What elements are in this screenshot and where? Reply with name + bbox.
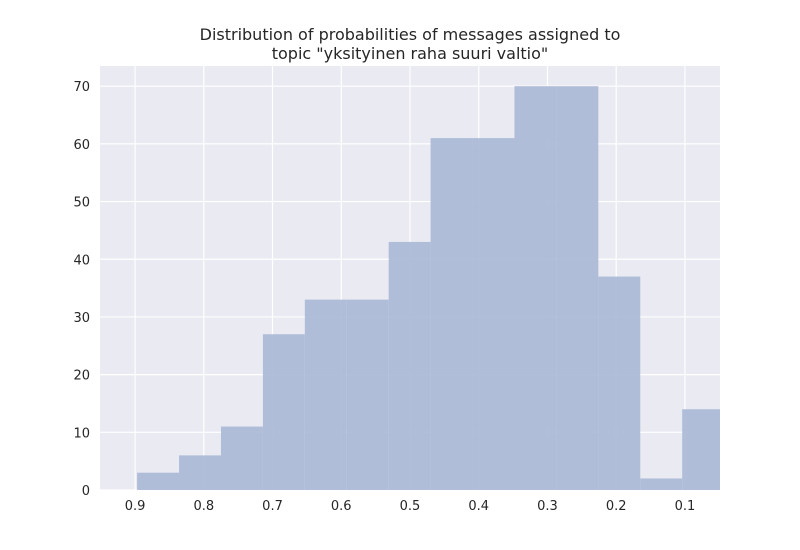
histogram-bar-12 — [640, 478, 683, 490]
x-axis-tick-labels: 0.9 0.8 0.7 0.6 0.5 0.4 0.3 0.2 0.1 — [125, 499, 696, 514]
histogram-bar-7 — [430, 138, 473, 491]
histogram-bar-4 — [304, 299, 347, 490]
chart-title-line-2: topic "yksityinen raha suuri valtio" — [272, 44, 549, 63]
histogram-bar-6 — [388, 241, 431, 490]
y-tick-label-6: 60 — [73, 138, 90, 153]
x-tick-label-5: 0.4 — [468, 499, 489, 514]
x-tick-label-7: 0.2 — [606, 499, 627, 514]
x-tick-label-4: 0.5 — [400, 499, 421, 514]
histogram-bar-5 — [346, 299, 389, 490]
x-tick-label-1: 0.8 — [193, 499, 214, 514]
histogram-bar-9 — [514, 86, 557, 490]
y-axis-tick-labels: 0 10 20 30 40 50 60 70 — [73, 80, 90, 499]
histogram-bar-1 — [179, 455, 221, 490]
histogram-bar-3 — [262, 334, 305, 490]
histogram-bar-11 — [598, 276, 641, 490]
y-tick-label-0: 0 — [82, 484, 90, 499]
histogram-bars — [137, 86, 720, 491]
x-tick-label-0: 0.9 — [125, 499, 146, 514]
histogram-bar-8 — [472, 138, 515, 491]
histogram-bar-2 — [220, 426, 263, 490]
y-tick-label-7: 70 — [73, 80, 90, 95]
chart-title-line-1: Distribution of probabilities of message… — [200, 25, 621, 44]
x-tick-label-3: 0.6 — [331, 499, 352, 514]
y-tick-label-4: 40 — [73, 253, 90, 268]
histogram-bar-10 — [556, 86, 599, 490]
histogram-bar-0 — [137, 472, 180, 490]
y-tick-label-1: 10 — [73, 426, 90, 441]
y-tick-label-5: 50 — [73, 196, 90, 211]
x-tick-label-6: 0.3 — [537, 499, 558, 514]
y-tick-label-3: 30 — [73, 311, 90, 326]
x-tick-label-2: 0.7 — [262, 499, 283, 514]
x-tick-label-8: 0.1 — [675, 499, 696, 514]
y-tick-label-2: 20 — [73, 369, 90, 384]
histogram-bar-13 — [682, 409, 720, 490]
